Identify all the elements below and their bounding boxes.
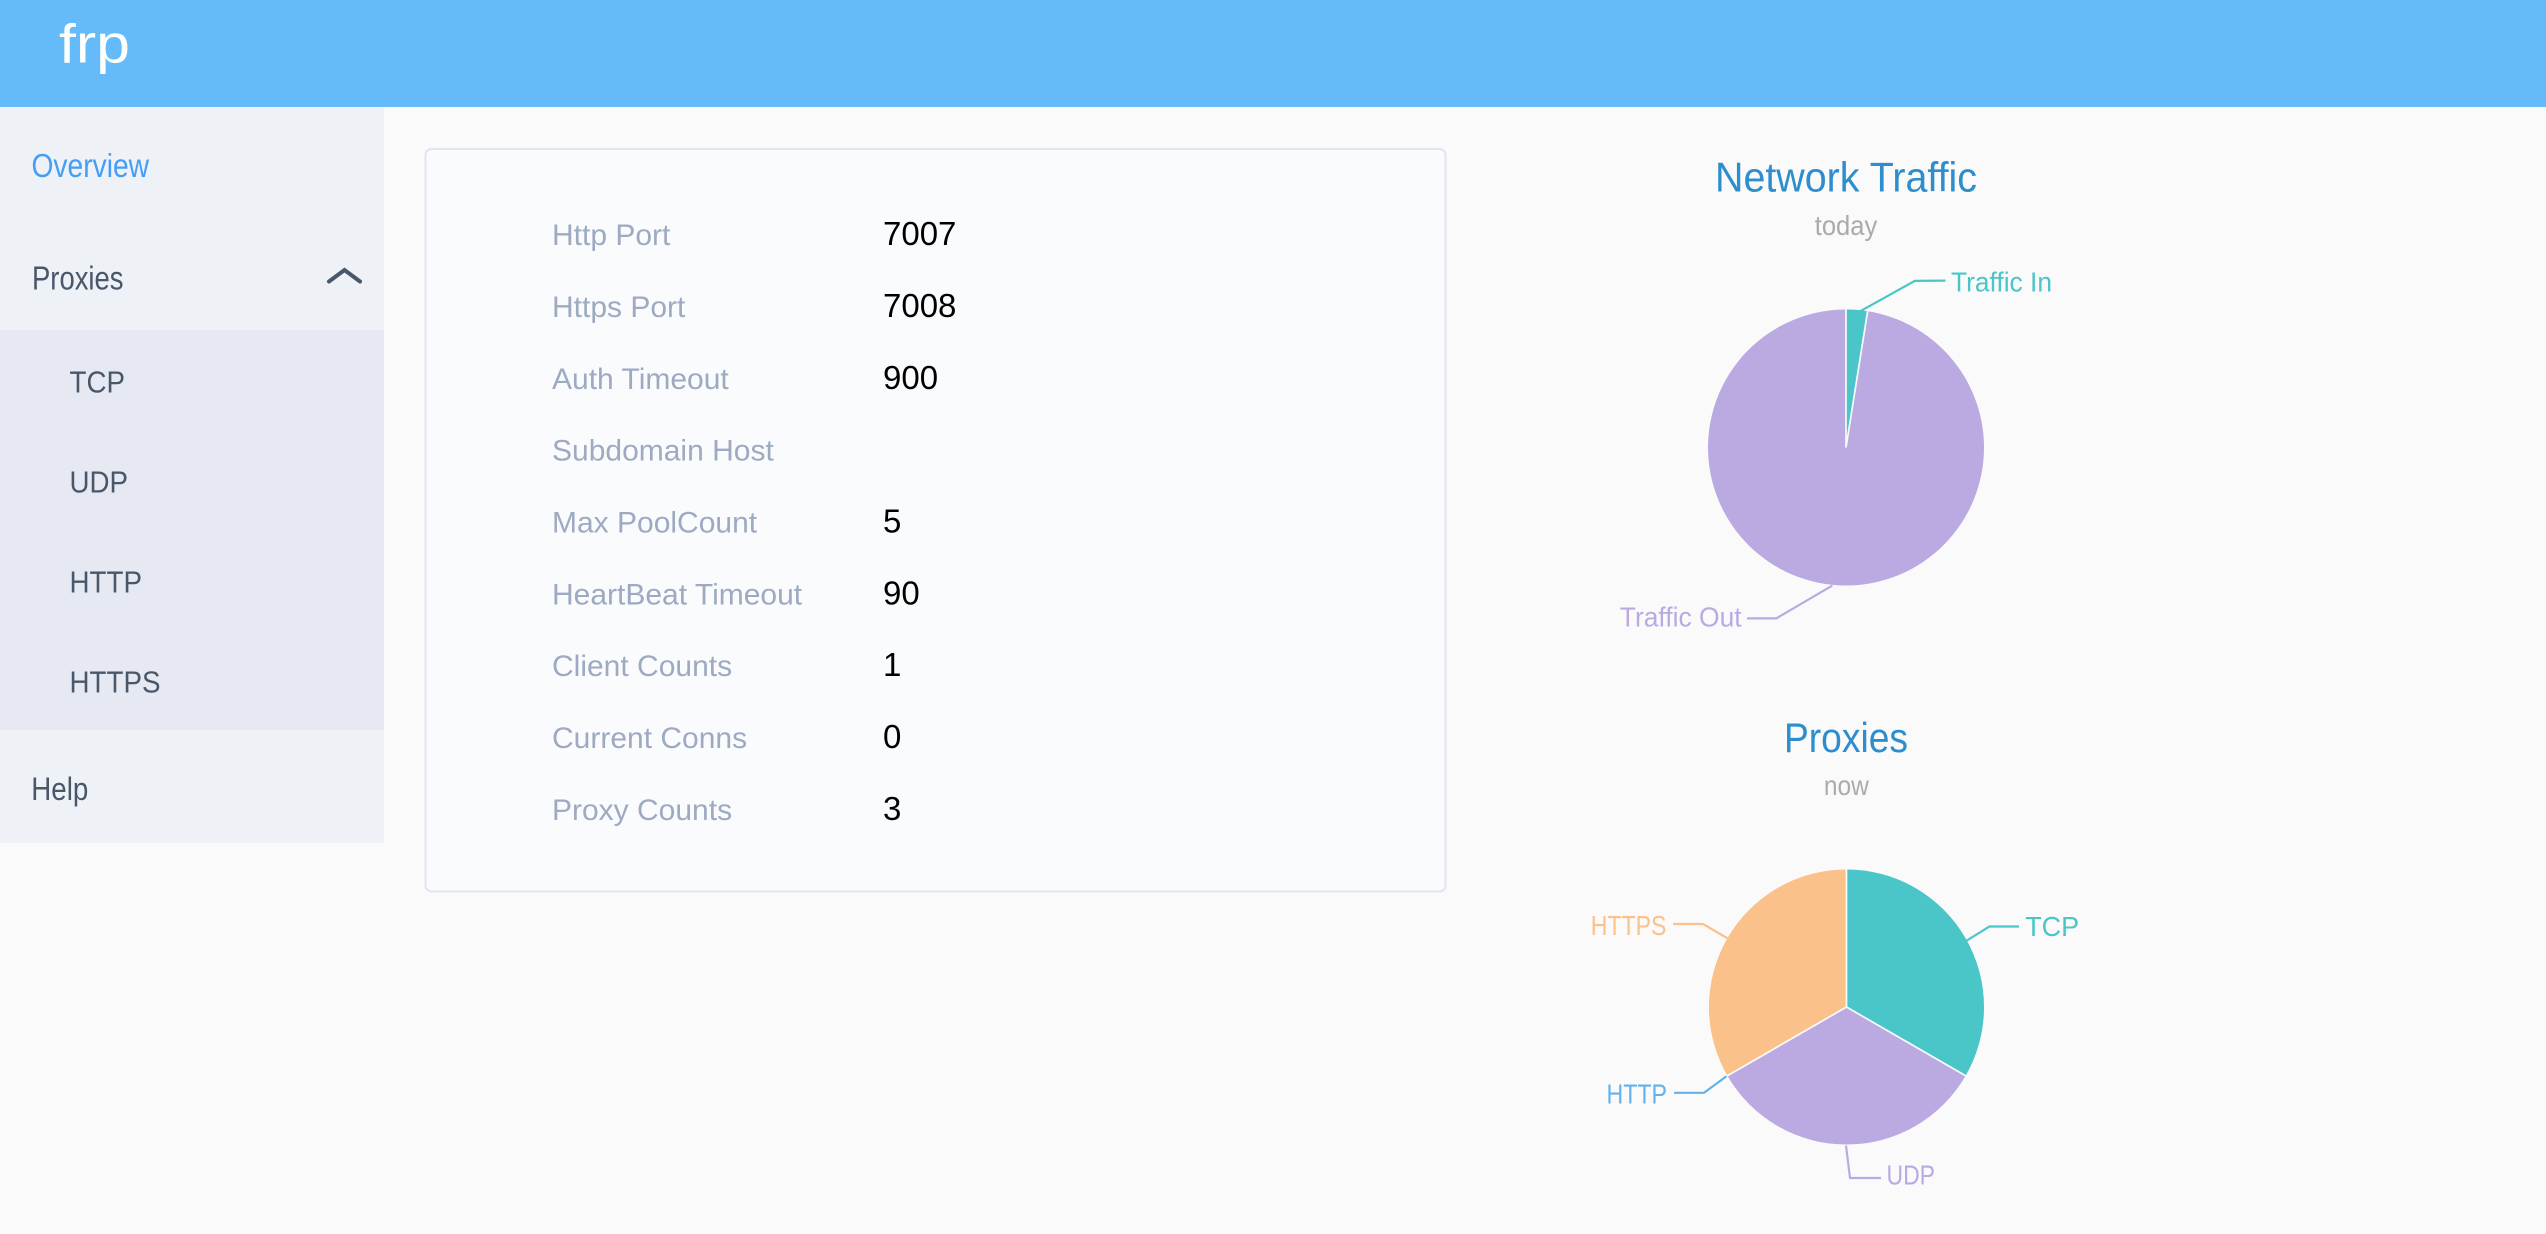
- svg-text:7007: 7007: [883, 215, 956, 252]
- svg-text:Overview: Overview: [32, 147, 150, 184]
- svg-text:frp: frp: [59, 13, 130, 75]
- svg-text:TCP: TCP: [2025, 911, 2079, 942]
- svg-text:HeartBeat Timeout: HeartBeat Timeout: [552, 578, 803, 611]
- svg-text:today: today: [1815, 210, 1878, 241]
- svg-text:90: 90: [883, 574, 920, 611]
- svg-text:1: 1: [883, 646, 901, 683]
- svg-text:HTTPS: HTTPS: [70, 665, 161, 700]
- svg-text:now: now: [1824, 770, 1870, 801]
- svg-text:900: 900: [883, 359, 938, 396]
- svg-text:HTTP: HTTP: [1607, 1078, 1668, 1109]
- svg-text:Proxies: Proxies: [32, 260, 124, 297]
- svg-text:HTTPS: HTTPS: [1591, 910, 1667, 941]
- svg-text:7008: 7008: [883, 287, 956, 324]
- svg-text:Proxy Counts: Proxy Counts: [552, 794, 732, 827]
- svg-text:HTTP: HTTP: [70, 565, 143, 600]
- svg-text:Subdomain Host: Subdomain Host: [552, 435, 774, 468]
- svg-text:Max PoolCount: Max PoolCount: [552, 507, 758, 540]
- svg-text:Traffic Out: Traffic Out: [1620, 601, 1742, 632]
- svg-text:5: 5: [883, 503, 901, 540]
- svg-text:UDP: UDP: [1887, 1160, 1936, 1191]
- svg-text:Current Conns: Current Conns: [552, 722, 747, 755]
- svg-text:UDP: UDP: [70, 465, 129, 500]
- svg-text:Help: Help: [31, 771, 88, 807]
- svg-text:Auth Timeout: Auth Timeout: [552, 363, 729, 396]
- svg-text:Https Port: Https Port: [552, 291, 686, 324]
- svg-text:Traffic In: Traffic In: [1951, 267, 2052, 298]
- svg-text:TCP: TCP: [70, 365, 126, 400]
- svg-text:Http Port: Http Port: [552, 219, 671, 252]
- svg-text:Proxies: Proxies: [1784, 714, 1908, 761]
- svg-text:3: 3: [883, 790, 901, 827]
- svg-text:Network Traffic: Network Traffic: [1715, 154, 1977, 201]
- svg-text:0: 0: [883, 718, 901, 755]
- svg-text:Client Counts: Client Counts: [552, 650, 732, 683]
